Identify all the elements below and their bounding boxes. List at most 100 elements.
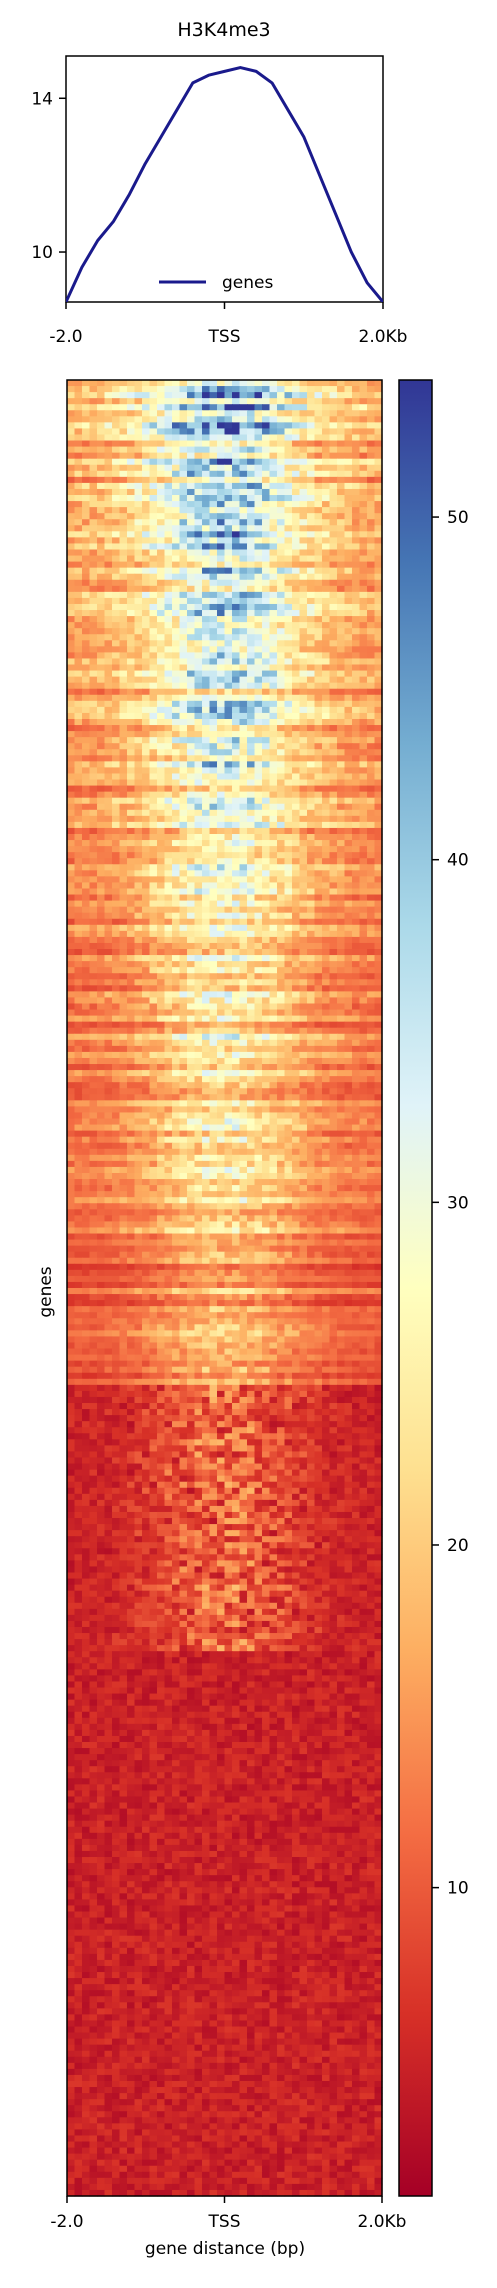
heatmap-cell (254, 809, 263, 817)
heatmap-cell (157, 610, 166, 617)
heatmap-cell (172, 1094, 181, 1101)
heatmap-cell (262, 616, 271, 623)
heatmap-cell (337, 1082, 346, 1089)
heatmap-cell (314, 888, 323, 896)
heatmap-cell (82, 585, 91, 593)
heatmap-cell (209, 640, 218, 647)
heatmap-cell (179, 1039, 188, 1047)
heatmap-cell (239, 561, 248, 569)
heatmap-cell (217, 488, 226, 496)
heatmap-cell (262, 628, 271, 635)
heatmap-cell (284, 1082, 293, 1089)
heatmap-cell (322, 422, 331, 430)
heatmap-cell (134, 955, 143, 962)
heatmap-cell (202, 846, 211, 853)
heatmap-cell (322, 640, 331, 647)
heatmap-cell (112, 882, 121, 890)
heatmap-cell (67, 761, 76, 769)
heatmap-cell (112, 476, 121, 484)
heatmap-cell (119, 712, 128, 720)
heatmap-cell (119, 470, 128, 478)
heatmap-cell (337, 525, 346, 532)
heatmap-cell (374, 803, 383, 811)
heatmap-cell (262, 749, 271, 756)
heatmap-cell (217, 930, 226, 938)
heatmap-cell (277, 634, 286, 641)
heatmap-cell (179, 670, 188, 678)
heatmap-cell (179, 779, 188, 787)
heatmap-cell (374, 936, 383, 944)
heatmap-cell (209, 392, 218, 399)
heatmap-cell (194, 386, 203, 393)
heatmap-cell (157, 912, 166, 920)
heatmap-cell (359, 918, 368, 926)
heatmap-cell (127, 773, 136, 781)
heatmap-cell (209, 967, 218, 974)
heatmap-cell (344, 603, 353, 611)
heatmap-cell (67, 440, 76, 448)
heatmap-cell (134, 755, 143, 762)
heatmap-cell (104, 803, 113, 811)
heatmap-cell (352, 858, 361, 865)
heatmap-cell (149, 864, 158, 871)
heatmap-cell (292, 1088, 301, 1095)
heatmap-cell (232, 434, 241, 442)
heatmap-cell (329, 846, 338, 853)
heatmap-cell (299, 1088, 308, 1095)
heatmap-cell (224, 870, 233, 877)
heatmap-cell (277, 767, 286, 775)
heatmap-cell (337, 876, 346, 884)
heatmap-cell (247, 561, 256, 569)
heatmap-cell (337, 864, 346, 871)
heatmap-cell (104, 416, 113, 423)
heatmap-cell (247, 809, 256, 817)
heatmap-cell (254, 1009, 263, 1017)
heatmap-cell (172, 597, 181, 605)
heatmap-cell (112, 434, 121, 442)
heatmap-cell (172, 555, 181, 563)
legend-label-genes: genes (222, 273, 273, 293)
heatmap-cell (187, 882, 196, 890)
heatmap-cell (104, 410, 113, 417)
heatmap-cell (284, 888, 293, 896)
heatmap-cell (209, 1021, 218, 1029)
heatmap-cell (329, 495, 338, 502)
heatmap-cell (209, 834, 218, 841)
heatmap-cell (67, 495, 76, 502)
heatmap-cell (329, 561, 338, 569)
heatmap-cell (112, 410, 121, 417)
heatmap-cell (359, 997, 368, 1005)
heatmap-cell (149, 949, 158, 956)
heatmap-cell (217, 422, 226, 430)
heatmap-cell (344, 440, 353, 448)
heatmap-cell (112, 567, 121, 575)
heatmap-cell (329, 706, 338, 714)
heatmap-cell (202, 712, 211, 720)
heatmap-cell (217, 906, 226, 914)
heatmap-cell (359, 392, 368, 399)
heatmap-cell (89, 380, 98, 387)
heatmap-cell (179, 549, 188, 557)
heatmap-cell (337, 386, 346, 393)
heatmap-cell (104, 1051, 113, 1059)
heatmap-cell (239, 652, 248, 660)
heatmap-cell (119, 380, 128, 387)
heatmap-cell (359, 622, 368, 629)
heatmap-cell (164, 1045, 173, 1053)
heatmap-cell (329, 906, 338, 914)
heatmap-cell (127, 1033, 136, 1041)
heatmap-cell (157, 1088, 166, 1095)
heatmap-cell (359, 404, 368, 411)
heatmap-cell (89, 949, 98, 956)
heatmap-cell (67, 882, 76, 890)
heatmap-cell (104, 398, 113, 405)
heatmap-cell (149, 519, 158, 526)
heatmap-cell (344, 585, 353, 593)
heatmap-cell (134, 900, 143, 908)
heatmap-cell (172, 440, 181, 448)
heatmap-cell (142, 682, 151, 690)
heatmap-cell (299, 761, 308, 769)
heatmap-cell (134, 991, 143, 999)
heatmap-cell (254, 712, 263, 720)
heatmap-cell (329, 888, 338, 896)
